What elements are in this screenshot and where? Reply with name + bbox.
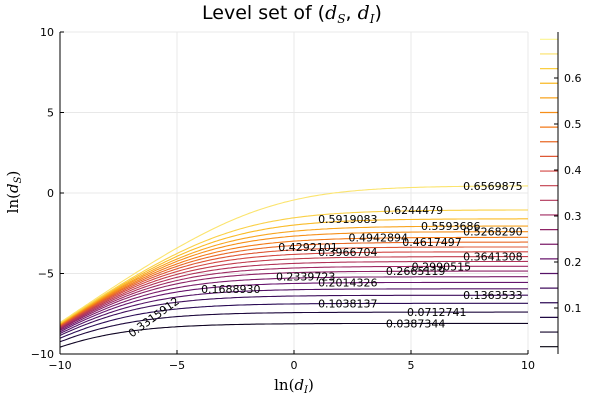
- contour-label: 0.1038137: [318, 297, 378, 310]
- y-tick-label: −10: [31, 348, 54, 361]
- contour-label: 0.0712741: [407, 306, 467, 319]
- x-tick-label: −10: [48, 359, 71, 372]
- contour-line: [59, 209, 528, 324]
- colorbar-tick-label: 0.6: [564, 72, 582, 85]
- contour-label: 0.4292101: [278, 241, 338, 254]
- contour-line: [59, 236, 528, 326]
- contour-label: 0.3641308: [463, 251, 523, 264]
- contour-line: [59, 256, 528, 328]
- chart-title: Level set of (dS, dI): [202, 2, 382, 26]
- contour-label: 0.1363533: [463, 289, 523, 302]
- contour-label: 0.2665119: [386, 265, 446, 278]
- x-tick-label: 0: [291, 359, 298, 372]
- contour-label: 0.4942894: [348, 231, 408, 244]
- colorbar-tick-label: 0.3: [564, 210, 582, 223]
- contour-label: 0.2014326: [318, 276, 378, 289]
- colorbar-tick-label: 0.2: [564, 256, 582, 269]
- contour-label: 0.2990515: [412, 260, 472, 273]
- contour-label: 0.5268290: [463, 226, 523, 239]
- contour-line: [59, 251, 528, 327]
- y-tick-label: −5: [38, 268, 54, 281]
- contour-label: 0.3966704: [318, 246, 378, 259]
- contour-label: 0.5593686: [421, 220, 481, 233]
- x-tick-label: −5: [169, 359, 185, 372]
- colorbar-tick-label: 0.5: [564, 118, 582, 131]
- x-tick-label: 5: [408, 359, 415, 372]
- contour-line: [59, 288, 528, 335]
- contour-line: [59, 185, 528, 324]
- contour-line: [59, 265, 528, 329]
- contour-line: [59, 241, 528, 326]
- contour-line: [59, 276, 528, 331]
- colorbar: 0.1 0.2 0.3 0.4 0.5 0.6: [540, 32, 582, 354]
- y-tick-label: 0: [47, 187, 54, 200]
- contour-line: [59, 281, 528, 333]
- contour-labels: 0.6569875 0.6244479 0.5919083 0.55936860.52…: [126, 180, 523, 340]
- x-axis-label: ln(dI): [274, 376, 314, 396]
- contour-line: [59, 225, 528, 325]
- contour-label: 0.5919083: [318, 213, 378, 226]
- contour-line: [59, 270, 528, 330]
- y-tick-label: 5: [47, 107, 54, 120]
- contour-line: [59, 231, 528, 325]
- contour-line: [59, 302, 528, 339]
- y-tick-label: 10: [40, 26, 54, 39]
- contour-label: 0.6569875: [463, 180, 523, 193]
- contour-line: [59, 246, 528, 327]
- y-axis-label: ln(dS): [4, 171, 24, 214]
- x-tick-label: 10: [521, 359, 535, 372]
- contour-line: [59, 218, 528, 325]
- colorbar-tick-label: 0.1: [564, 302, 582, 315]
- contour-label: 0.0387344: [386, 317, 446, 330]
- contour-line: [59, 311, 528, 343]
- contour-label: 0.2339723: [276, 271, 336, 284]
- contour-label: 0.4617497: [402, 236, 462, 249]
- contour-line: [59, 260, 528, 329]
- colorbar-tick-label: 0.4: [564, 164, 582, 177]
- axes: −10 −5 0 5 10 −10 −5 0 5 10: [31, 26, 535, 372]
- contour-label: 0.6244479: [384, 204, 444, 217]
- contour-line: [59, 322, 528, 348]
- contour-label: 0.1688930: [201, 283, 261, 296]
- contour-lines: [59, 185, 528, 348]
- contour-line: [59, 294, 528, 336]
